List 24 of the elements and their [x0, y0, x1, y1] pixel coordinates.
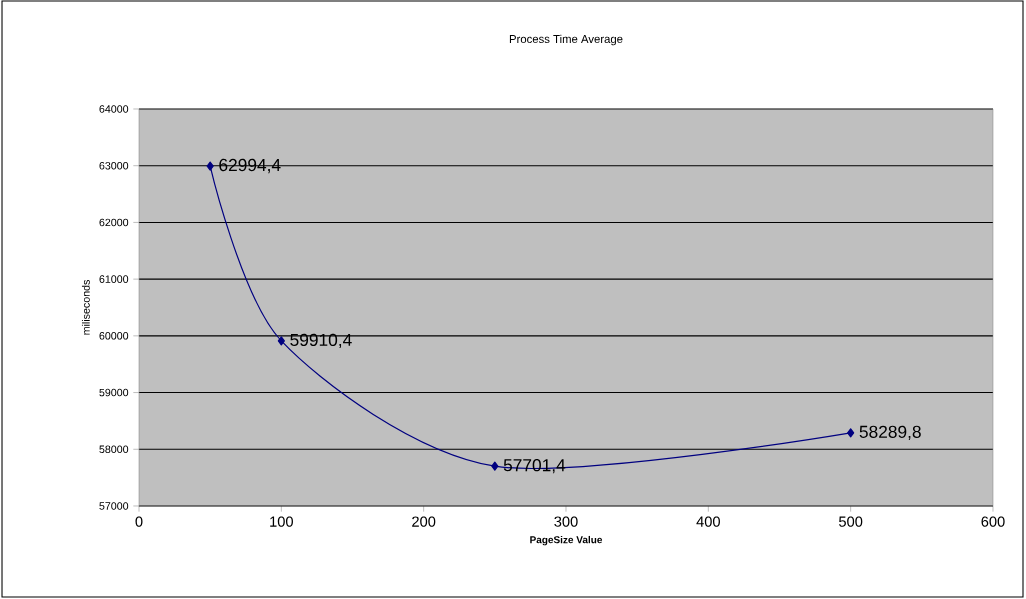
- y-tick-label: 61000: [99, 275, 129, 283]
- x-tick-label: 200: [412, 516, 436, 527]
- point: [277, 336, 285, 346]
- x-tick-label: 600: [981, 516, 1005, 527]
- x-axis-title: PageSize Value: [530, 535, 603, 546]
- y-tick-label: 63000: [99, 161, 129, 170]
- y-tick-label: 64000: [99, 105, 129, 113]
- y-tick-label: 60000: [99, 332, 129, 340]
- point: [847, 428, 855, 438]
- point: [491, 461, 499, 471]
- y-tick-label: 62000: [99, 218, 129, 227]
- y-axis-title: miliseconds: [81, 280, 90, 335]
- y-tick-label: 59000: [99, 388, 129, 397]
- data-label: 59910,4: [290, 333, 352, 349]
- y-tick-label: 57000: [99, 502, 129, 510]
- x-tick-label: 400: [696, 516, 720, 527]
- x-tick-label: 100: [270, 516, 293, 527]
- point: [206, 161, 214, 171]
- data-label: 58289,8: [859, 425, 921, 440]
- x-tick-label: 500: [839, 516, 863, 527]
- chart-title: Process Time Average: [509, 34, 623, 46]
- y-tick-label: 58000: [99, 445, 129, 454]
- x-tick-label: 0: [135, 516, 143, 527]
- x-tick-label: 300: [554, 516, 578, 527]
